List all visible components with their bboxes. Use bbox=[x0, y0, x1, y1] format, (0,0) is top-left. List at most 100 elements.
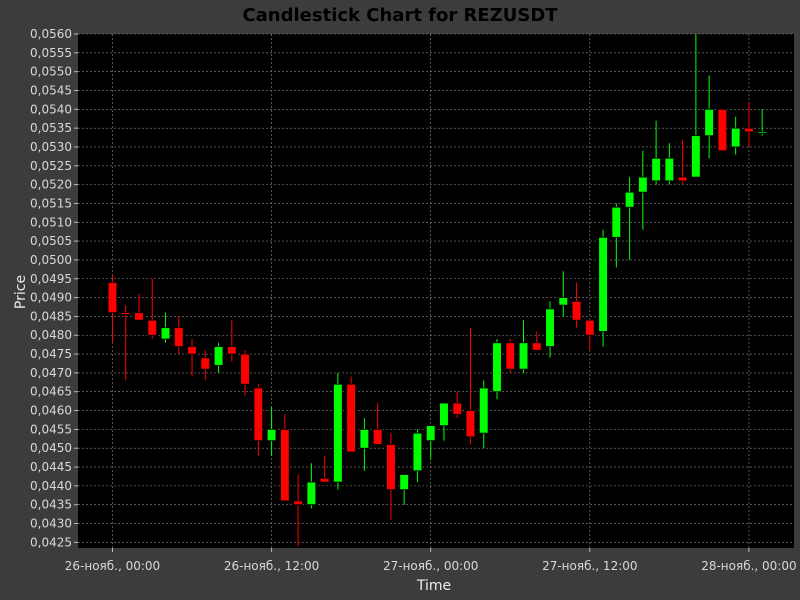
y-tick-label: 0,0450 bbox=[30, 441, 72, 455]
candle bbox=[651, 120, 661, 185]
x-axis-label: Time bbox=[416, 578, 451, 594]
candle bbox=[478, 380, 489, 449]
candle bbox=[227, 320, 237, 362]
candle bbox=[107, 274, 118, 343]
candle-body bbox=[359, 428, 370, 449]
y-tick-label: 0,0560 bbox=[30, 27, 72, 41]
candle bbox=[412, 429, 423, 483]
candle bbox=[386, 433, 396, 520]
candle-body bbox=[492, 342, 502, 393]
candle-body bbox=[452, 402, 462, 415]
candle bbox=[200, 350, 211, 381]
candle-body bbox=[425, 425, 436, 442]
candle-body bbox=[651, 157, 661, 182]
candle-body bbox=[213, 346, 224, 366]
candle bbox=[266, 406, 277, 456]
candle-body bbox=[611, 206, 622, 238]
candle bbox=[664, 143, 675, 185]
candle-body bbox=[531, 342, 542, 351]
candle-body bbox=[717, 108, 728, 152]
candle bbox=[638, 150, 648, 230]
y-tick-label: 0,0470 bbox=[30, 366, 72, 380]
candle bbox=[585, 319, 595, 351]
candle bbox=[240, 350, 250, 396]
candle bbox=[359, 418, 370, 471]
candle bbox=[306, 463, 317, 509]
candle-body bbox=[346, 383, 356, 453]
candle bbox=[730, 116, 741, 155]
candle-body bbox=[333, 383, 343, 483]
y-tick-label: 0,0525 bbox=[30, 159, 72, 173]
y-tick-label: 0,0495 bbox=[30, 272, 72, 286]
candle-body bbox=[465, 410, 476, 438]
candle bbox=[319, 455, 330, 483]
y-tick-label: 0,0445 bbox=[30, 460, 72, 474]
y-tick-label: 0,0460 bbox=[30, 404, 72, 418]
candle bbox=[611, 203, 622, 268]
candle bbox=[187, 339, 197, 377]
candle-body bbox=[439, 402, 449, 427]
y-tick-label: 0,0545 bbox=[30, 83, 72, 97]
candle-body bbox=[280, 428, 290, 502]
candle bbox=[333, 372, 343, 490]
y-tick-label: 0,0435 bbox=[30, 498, 72, 512]
candle-body bbox=[147, 319, 158, 336]
plot-area bbox=[78, 34, 794, 548]
candle-body bbox=[571, 300, 582, 321]
x-tick-label: 27-нояб., 12:00 bbox=[542, 559, 637, 573]
candle-body bbox=[319, 477, 330, 483]
candle-body bbox=[293, 500, 303, 506]
candle bbox=[160, 312, 171, 343]
candle bbox=[691, 34, 701, 178]
grid-lines bbox=[78, 33, 794, 548]
candle-body bbox=[227, 346, 237, 355]
candle bbox=[717, 108, 728, 152]
candle-body bbox=[704, 108, 714, 137]
candle-body bbox=[624, 191, 635, 208]
y-tick-label: 0,0540 bbox=[30, 102, 72, 116]
candle-body bbox=[691, 135, 701, 178]
candle bbox=[253, 384, 264, 456]
candle-body bbox=[598, 236, 608, 332]
candle-body bbox=[372, 428, 383, 445]
candle-body bbox=[399, 474, 409, 491]
candle-body bbox=[134, 312, 144, 321]
candle bbox=[757, 109, 767, 136]
candle bbox=[518, 320, 529, 373]
x-tick-label: 26-нояб., 12:00 bbox=[224, 559, 319, 573]
candle-body bbox=[253, 387, 264, 442]
candle bbox=[120, 305, 131, 381]
y-tick-label: 0,0475 bbox=[30, 347, 72, 361]
y-tick-label: 0,0510 bbox=[30, 215, 72, 229]
y-axis-ticks: 0,0425 0,0430 0,0435 0,0440 0,0445 0,0450 0,04… bbox=[30, 27, 78, 549]
candle-body bbox=[505, 342, 516, 370]
y-tick-label: 0,0480 bbox=[30, 328, 72, 342]
candle bbox=[346, 376, 356, 453]
candle bbox=[293, 474, 303, 547]
candle-body bbox=[558, 297, 569, 306]
candle bbox=[213, 342, 224, 373]
candle bbox=[425, 425, 436, 460]
candle-body bbox=[730, 127, 741, 148]
candle bbox=[134, 293, 144, 321]
x-axis-ticks: 26-нояб., 00:00 26-нояб., 12:00 27-нояб., … bbox=[65, 548, 797, 573]
candle-body bbox=[677, 176, 688, 182]
candle-body bbox=[266, 428, 277, 442]
y-axis-label: Price bbox=[13, 275, 29, 309]
candle bbox=[492, 339, 502, 400]
y-tick-label: 0,0550 bbox=[30, 65, 72, 79]
candle bbox=[439, 402, 449, 441]
candle bbox=[598, 229, 608, 347]
candle bbox=[280, 414, 290, 502]
y-tick-label: 0,0505 bbox=[30, 234, 72, 248]
y-tick-label: 0,0555 bbox=[30, 46, 72, 60]
candle bbox=[558, 271, 569, 317]
candle bbox=[677, 139, 688, 185]
candle bbox=[465, 327, 476, 445]
candle-body bbox=[518, 342, 529, 370]
y-tick-label: 0,0535 bbox=[30, 121, 72, 135]
candle-body bbox=[240, 353, 250, 385]
x-tick-label: 28-нояб., 00:00 bbox=[701, 559, 796, 573]
candle bbox=[545, 301, 555, 358]
